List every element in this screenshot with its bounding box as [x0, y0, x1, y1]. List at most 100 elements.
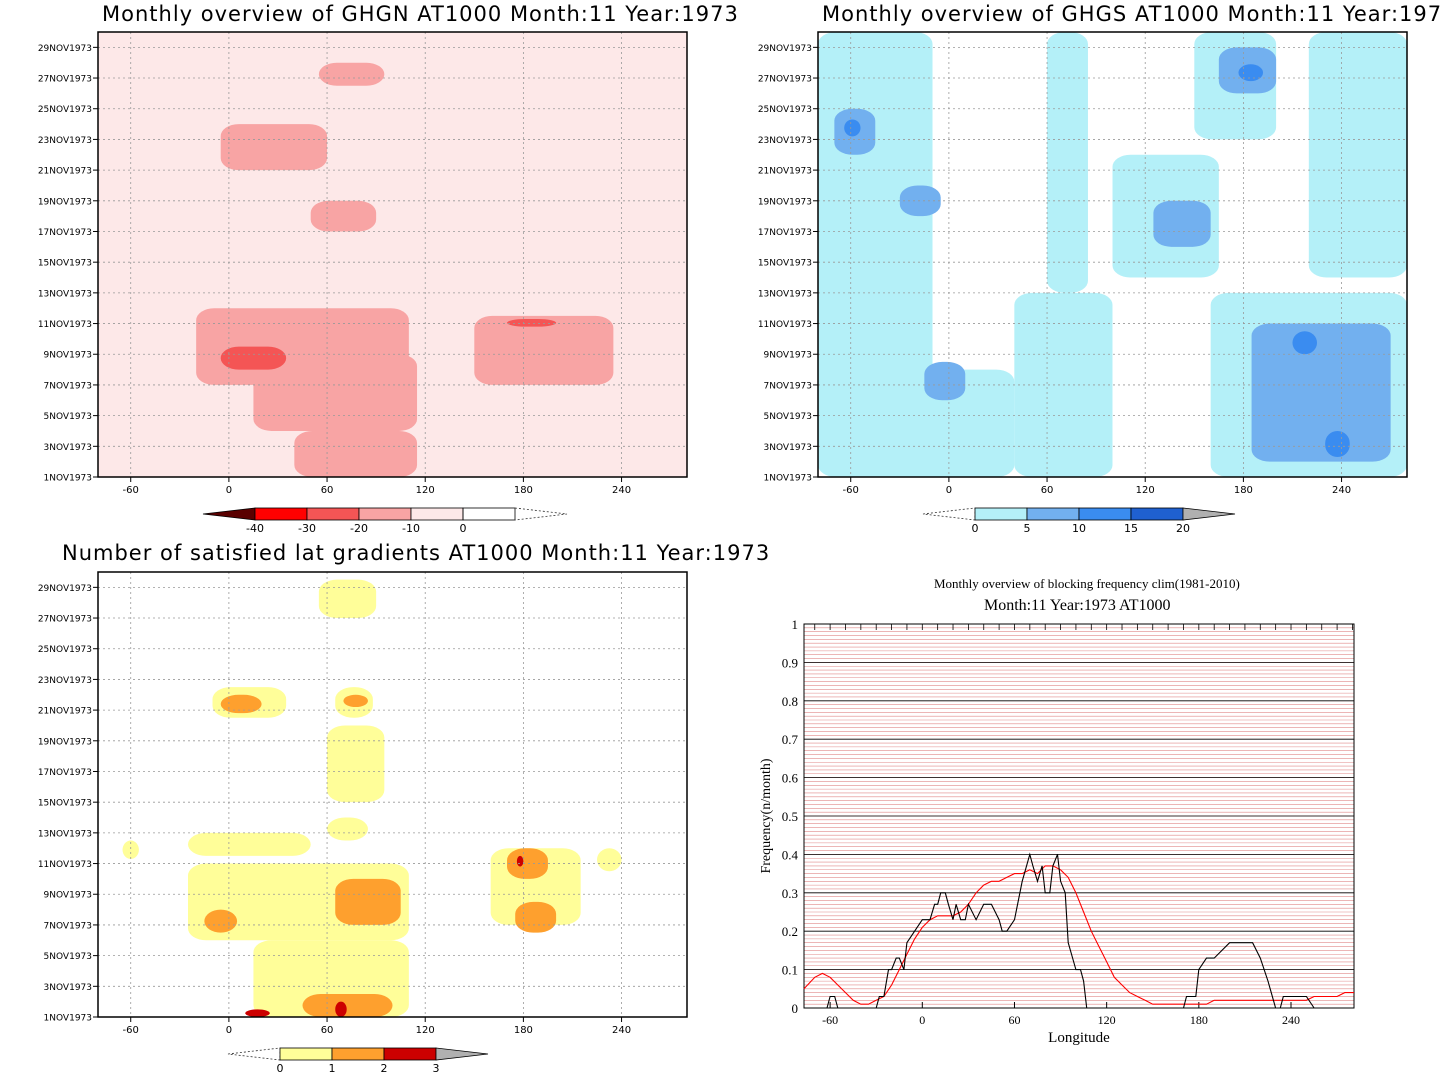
blocking-ytick-label: 0.8: [782, 694, 798, 709]
ghgn-xtick-label: 240: [612, 485, 631, 496]
ghgn-colorbar-left: [202, 507, 256, 521]
ghgs-xtick-label: 0: [946, 485, 952, 496]
ghgs-region: [1308, 32, 1407, 278]
blocking-xtick-label: 60: [1008, 1013, 1020, 1027]
ghgs-region: [899, 185, 941, 217]
grad-ytick-label: 11NOV1973: [38, 860, 92, 870]
ghgs-xtick-label: 180: [1234, 485, 1253, 496]
grad-region: [318, 579, 377, 619]
gradients-chart: -60 0 60 120 180 2401NOV19733NOV19735NOV19737…: [38, 571, 688, 1075]
ghgs-title: Monthly overview of GHGS AT1000 Month:11…: [822, 2, 1440, 26]
blocking-series-line: [803, 865, 1354, 1005]
grad-region: [515, 901, 557, 933]
ghgn-region: [220, 346, 287, 370]
ghgn-region: [474, 315, 614, 385]
ghgn-region: [253, 354, 418, 431]
ghgn-frame: [97, 31, 688, 478]
ghgs-colorbar-box: [1078, 507, 1132, 521]
grad-region: [204, 909, 238, 933]
ghgn-xtick-label: 120: [416, 485, 435, 496]
blocking-ytick-label: 0.7: [782, 732, 799, 747]
ghgs-ytick-label: 5NOV1973: [764, 412, 812, 422]
grad-ytick-label: 23NOV1973: [38, 676, 92, 686]
grad-ytick-label: 17NOV1973: [38, 768, 92, 778]
ghgs-chart: -60 0 60 120 180 240 1NOV1973 3NOV1973 5NOV1973 7…: [758, 31, 1408, 535]
ghgn-ytick-label: 13NOV1973: [38, 289, 92, 299]
grad-colorbar-box: [279, 1047, 333, 1061]
ghgn-title: Monthly overview of GHGN AT1000 Month:11…: [102, 2, 739, 26]
grad-xtick-label: 120: [416, 1025, 435, 1036]
ghgn-ytick-label: 27NOV1973: [38, 75, 92, 85]
ghgs-regions: [818, 32, 1407, 477]
blocking-xtick-label: 120: [1098, 1013, 1116, 1027]
grad-colorbar-left: [227, 1047, 281, 1061]
grad-colorbar: 0 1 2 3: [227, 1047, 489, 1075]
ghgs-colorbar-label: 0: [972, 522, 979, 535]
ghgn-xtick-label: 180: [514, 485, 533, 496]
ghgn-ytick-label: 17NOV1973: [38, 228, 92, 238]
blocking-ytick-label: 0.9: [782, 655, 798, 670]
ghgs-frame: [817, 31, 1408, 478]
ghgn-colorbar-box: [254, 507, 308, 521]
ghgs-ytick-label: 7NOV1973: [764, 381, 812, 391]
ghgs-colorbar-right: [1182, 507, 1236, 521]
ghgs-region: [844, 119, 861, 137]
ghgs-ytick-label: 27NOV1973: [758, 75, 812, 85]
grad-ytick-label: 5NOV1973: [44, 952, 92, 962]
grad-ytick-label: 7NOV1973: [44, 921, 92, 931]
ghgn-colorbar-label: -10: [402, 522, 420, 535]
ghgs-ytick-label: 9NOV1973: [764, 351, 812, 361]
ghgn-ytick-label: 1NOV1973: [44, 474, 92, 484]
ghgn-colorbar: -40 -30 -20 -10 0: [202, 507, 568, 535]
grad-ytick-label: 27NOV1973: [38, 615, 92, 625]
ghgs-ytick-label: 15NOV1973: [758, 259, 812, 269]
grad-region: [335, 878, 401, 925]
grad-ytick-label: 19NOV1973: [38, 737, 92, 747]
ghgn-ytick-label: 21NOV1973: [38, 167, 92, 177]
grad-colorbar-box: [331, 1047, 385, 1061]
ghgn-regions: [98, 32, 687, 477]
ghgn-xtick-label: 60: [321, 485, 334, 496]
ghgn-ytick-label: 19NOV1973: [38, 197, 92, 207]
ghgs-region: [1047, 32, 1088, 293]
ghgn-region: [220, 124, 328, 171]
ghgs-region: [1325, 430, 1350, 458]
ghgs-ytick-label: 3NOV1973: [764, 443, 812, 453]
ghgn-colorbar-box: [358, 507, 412, 521]
grad-colorbar-label: 1: [329, 1062, 336, 1075]
ghgs-colorbar-label: 10: [1072, 522, 1086, 535]
grad-xtick-label: 0: [226, 1025, 232, 1036]
ghgs-colorbar-box: [1026, 507, 1080, 521]
ghgs-ytick-label: 29NOV1973: [758, 44, 812, 54]
blocking-ytick-label: 0: [792, 1001, 799, 1016]
ghgs-colorbar: 0 5 10 15 20: [922, 507, 1236, 535]
ghgs-region: [1251, 323, 1391, 462]
grad-frame: [97, 571, 688, 1018]
ghgn-ytick-label: 11NOV1973: [38, 320, 92, 330]
grad-region: [302, 993, 393, 1017]
blocking-ytick-label: 0.2: [782, 924, 798, 939]
blocking-subtitle: Month:11 Year:1973 AT1000: [984, 597, 1171, 614]
ghgn-colorbar-label: -20: [350, 522, 368, 535]
ghgs-ytick-label: 17NOV1973: [758, 228, 812, 238]
ghgs-colorbar-label: 20: [1176, 522, 1190, 535]
ghgn-colorbar-box: [462, 507, 516, 521]
grad-colorbar-label: 3: [433, 1062, 440, 1075]
ghgn-ytick-label: 5NOV1973: [44, 412, 92, 422]
blocking-title: Monthly overview of blocking frequency c…: [934, 576, 1240, 591]
grad-region: [507, 848, 548, 879]
ghgs-region: [1238, 64, 1264, 82]
blocking-xtick-label: 240: [1282, 1013, 1300, 1027]
ghgs-region: [1153, 200, 1211, 247]
ghgs-region: [850, 369, 1015, 477]
blocking-ytick-label: 0.3: [782, 886, 798, 901]
ghgn-ytick-label: 9NOV1973: [44, 351, 92, 361]
ghgn-region: [318, 62, 385, 86]
grad-regions: [122, 579, 622, 1017]
grad-region: [335, 1001, 347, 1017]
ghgs-ytick-label: 11NOV1973: [758, 320, 812, 330]
ghgs-colorbar-box: [1130, 507, 1184, 521]
ghgn-region: [294, 430, 418, 477]
grad-region: [327, 817, 368, 841]
grad-region: [187, 832, 311, 856]
